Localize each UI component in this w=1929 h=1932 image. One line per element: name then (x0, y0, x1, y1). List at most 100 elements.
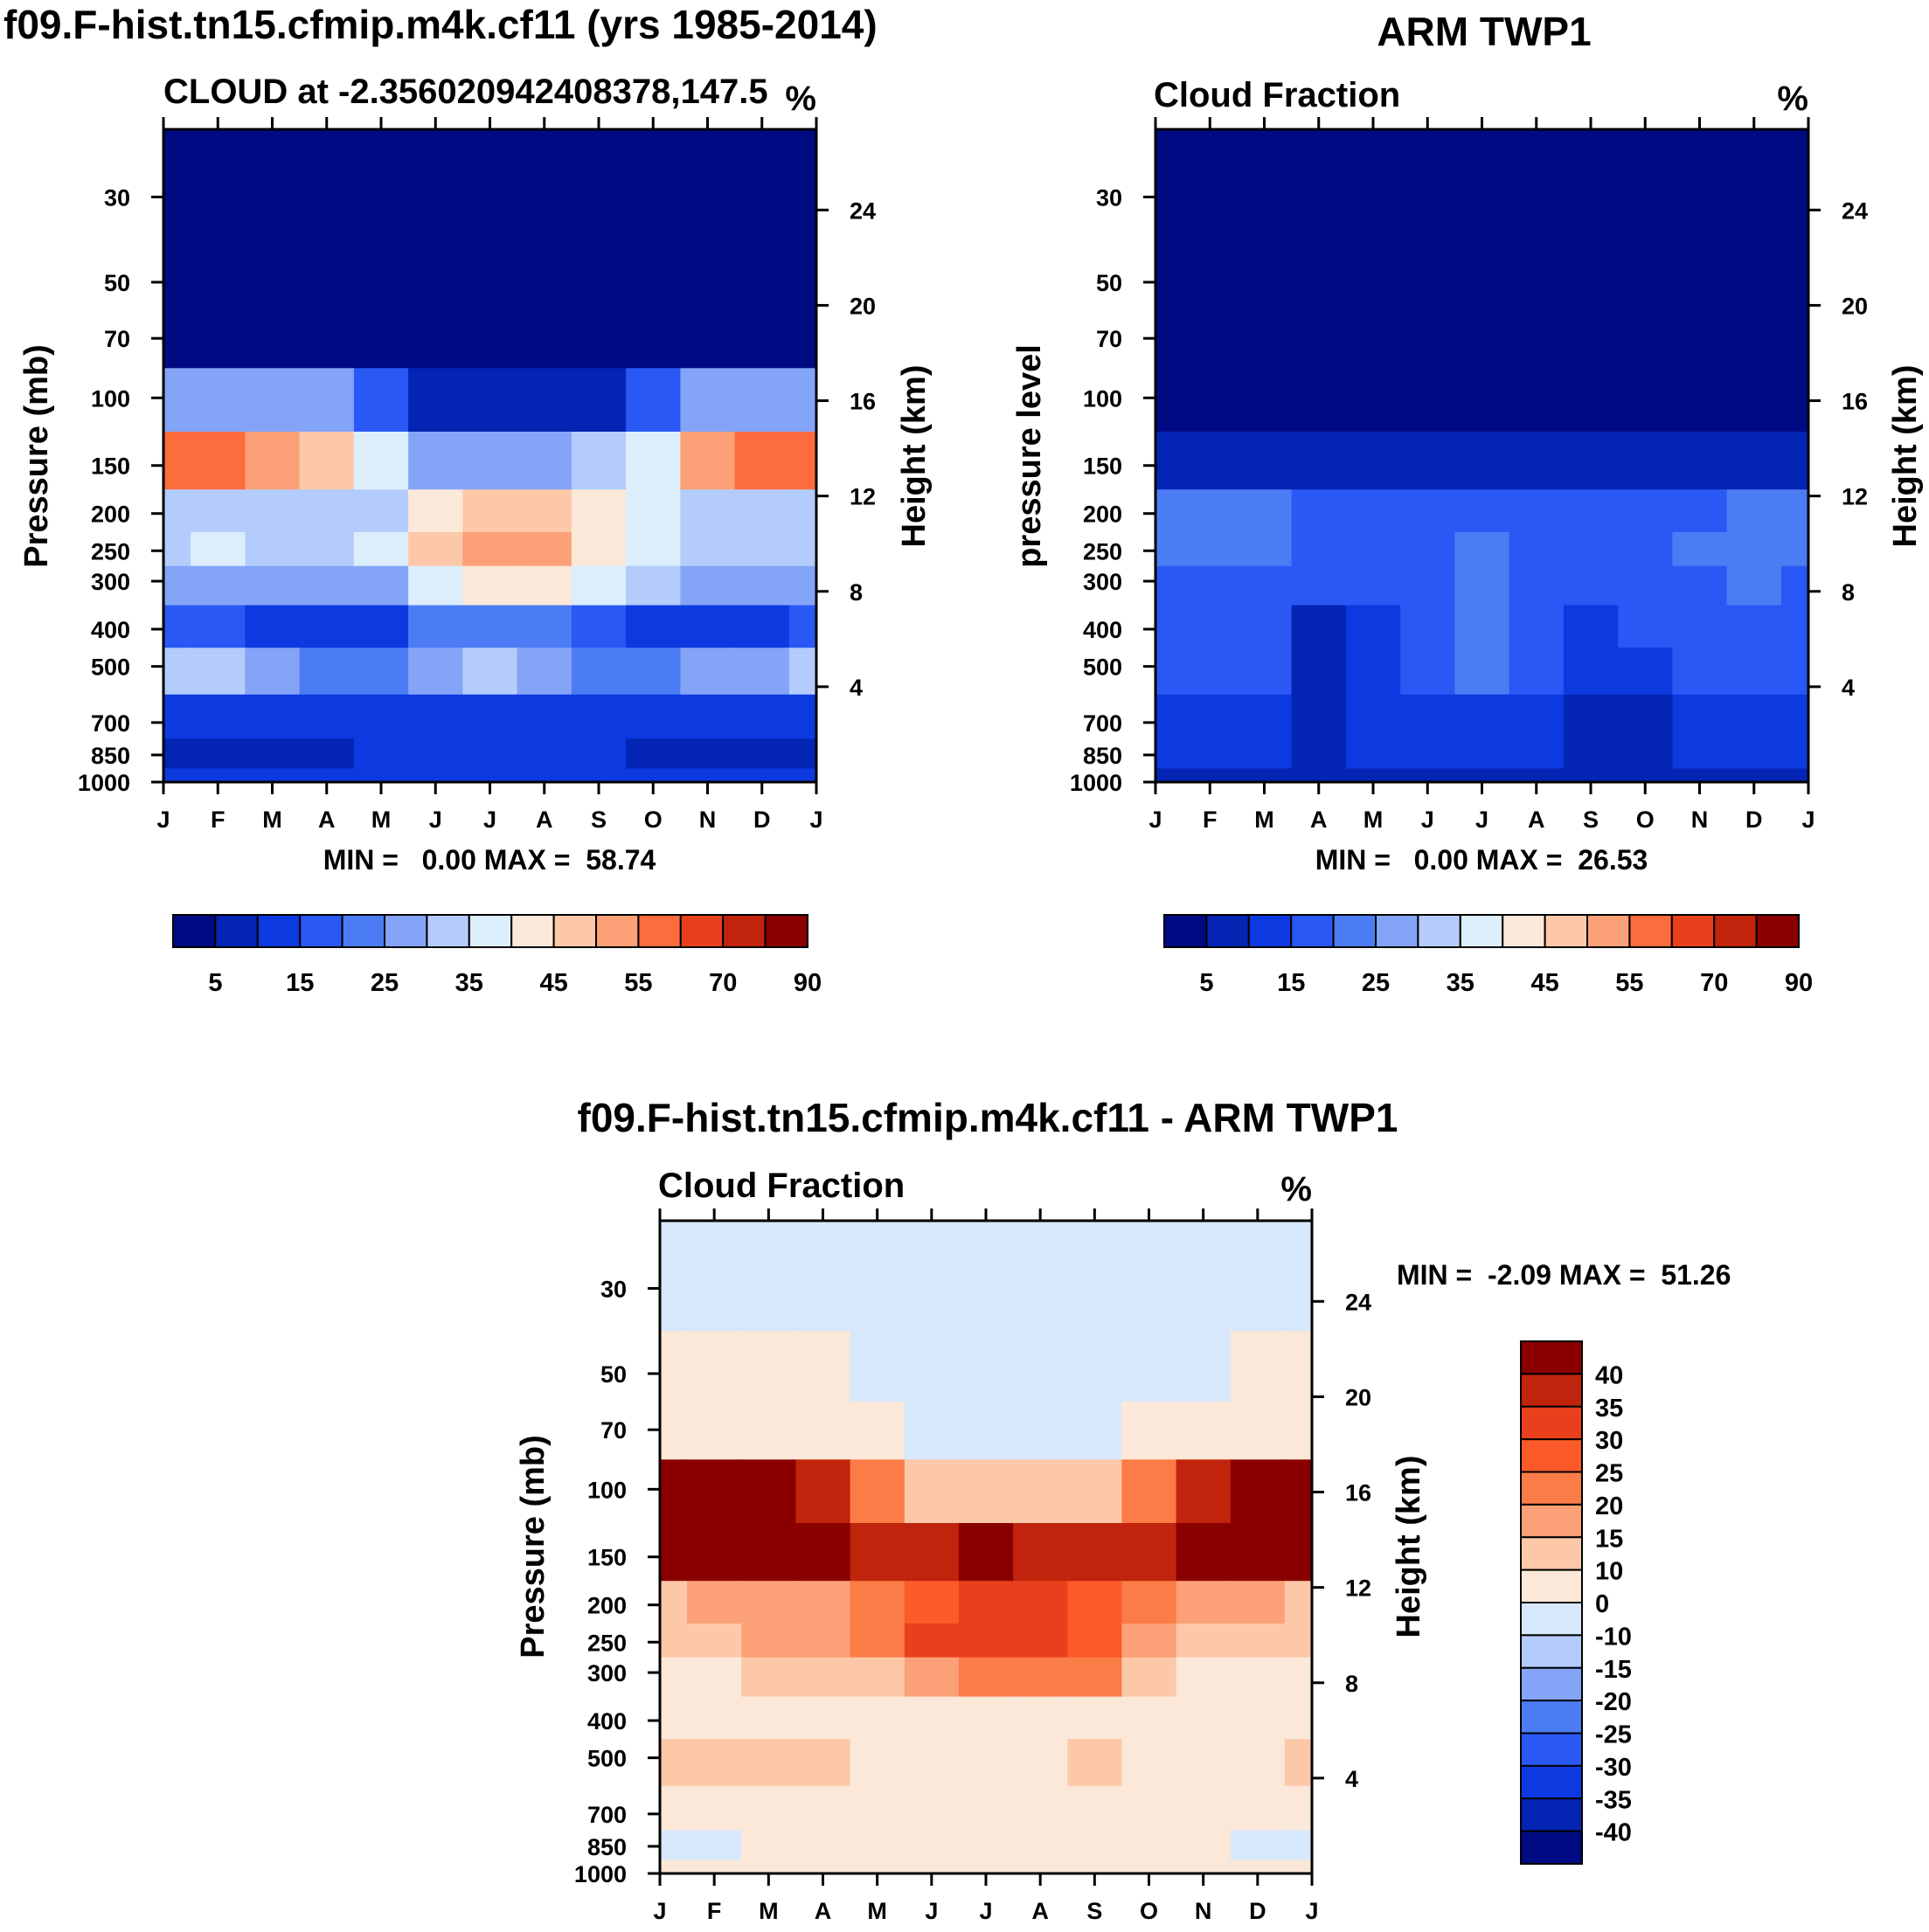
data-cell (1013, 1402, 1069, 1461)
data-cell (1509, 129, 1565, 240)
data-cell (1284, 1739, 1312, 1787)
data-cell (1509, 310, 1565, 370)
y-tick-label: 300 (91, 569, 130, 595)
data-cell (1176, 1785, 1232, 1832)
data-cell (353, 239, 409, 311)
data-cell (1345, 768, 1401, 782)
data-cell (1176, 1859, 1232, 1873)
data-cell (1176, 1624, 1232, 1658)
data-cell (741, 1581, 797, 1624)
panel-diff: f09.F-hist.tn15.cfmip.m4k.cf11 - ARM TWP… (515, 1095, 1731, 1924)
data-cell (660, 1331, 688, 1402)
data-cell (1618, 432, 1674, 490)
data-cell (1780, 768, 1808, 782)
data-cell (741, 1459, 797, 1524)
data-cell (1067, 1785, 1123, 1832)
data-cell (795, 1221, 851, 1332)
data-cell (1121, 1331, 1177, 1402)
data-cell (353, 432, 409, 490)
data-cell (408, 489, 464, 533)
colorbar-swatch (214, 914, 259, 948)
data-cell (1237, 532, 1293, 567)
colorbar-swatch (722, 914, 767, 948)
data-cell (1345, 565, 1401, 606)
y-tick-label: 150 (1083, 454, 1122, 480)
data-cell (1121, 1657, 1177, 1698)
x-tick-label: M (1254, 807, 1274, 833)
data-cell (571, 489, 627, 533)
data-cell (1400, 489, 1456, 533)
data-cell (1454, 489, 1510, 533)
colorbar-swatch (1520, 1340, 1583, 1375)
colorbar-swatch (1520, 1438, 1583, 1473)
data-cell (1067, 1523, 1123, 1582)
colorbar-swatch (1544, 914, 1588, 948)
x-tick-label: F (1203, 807, 1218, 833)
colorbar-swatch (1520, 1830, 1583, 1865)
data-cell (1067, 1581, 1123, 1624)
colorbar-swatch (595, 914, 640, 948)
data-cell (687, 1785, 743, 1832)
data-cell (1291, 694, 1347, 740)
data-cell (517, 368, 572, 433)
data-cell (408, 432, 464, 490)
panel-diff-colorbar: 40 35 30 25 20 15 10 0 -10 -15 -20 -25 -30 -35 -40 (1520, 1340, 1632, 1865)
data-cell (626, 605, 682, 649)
data-cell (660, 1859, 688, 1873)
data-cell (517, 239, 572, 311)
data-cell (1563, 694, 1619, 740)
data-cell (660, 1221, 688, 1332)
y-tick-label: 250 (91, 538, 130, 564)
data-cell (741, 1785, 797, 1832)
data-cell (1284, 1581, 1312, 1624)
data-cell (1454, 129, 1510, 240)
height-tick-label: 20 (850, 293, 876, 319)
data-cell (1509, 605, 1565, 649)
data-cell (571, 532, 627, 567)
data-cell (1454, 565, 1510, 606)
x-tick-label: J (1801, 807, 1815, 833)
data-cell (1155, 489, 1183, 533)
data-cell (795, 1785, 851, 1832)
y-tick-label: 500 (587, 1746, 627, 1772)
data-cell (788, 694, 816, 740)
data-cell (1400, 129, 1456, 240)
data-cell (163, 432, 191, 490)
y-tick-label: 850 (91, 743, 130, 769)
data-cell (1726, 432, 1782, 490)
data-cell (904, 1785, 960, 1832)
y-tick-label: 200 (1083, 502, 1122, 528)
data-cell (1726, 768, 1782, 782)
data-cell (958, 1624, 1014, 1658)
data-cell (462, 768, 518, 782)
data-cell (660, 1624, 688, 1658)
data-cell (850, 1785, 906, 1832)
data-cell (1121, 1830, 1177, 1861)
colorbar-swatch (1520, 1405, 1583, 1441)
colorbar-label: -10 (1595, 1623, 1632, 1651)
data-cell (1183, 738, 1239, 770)
data-cell (687, 1459, 743, 1524)
data-cell (462, 239, 518, 311)
data-cell (245, 565, 301, 606)
data-cell (795, 1859, 851, 1873)
data-cell (163, 694, 191, 740)
data-cell (1345, 489, 1401, 533)
data-cell (1345, 532, 1401, 567)
data-cell (1155, 310, 1183, 370)
data-cell (795, 1402, 851, 1461)
colorbar-label: -15 (1595, 1656, 1632, 1684)
data-cell (1563, 565, 1619, 606)
y-tick-label: 700 (91, 710, 130, 737)
data-cell (1563, 489, 1619, 533)
data-cell (1155, 239, 1183, 311)
y-tick-label: 70 (104, 326, 130, 352)
x-tick-label: D (1745, 807, 1763, 833)
colorbar-label: 45 (1530, 969, 1558, 997)
y-tick-label: 50 (600, 1361, 627, 1388)
data-cell (1726, 738, 1782, 770)
data-cell (850, 1459, 906, 1524)
data-cell (1618, 738, 1674, 770)
data-cell (1230, 1624, 1286, 1658)
data-cell (571, 647, 627, 696)
